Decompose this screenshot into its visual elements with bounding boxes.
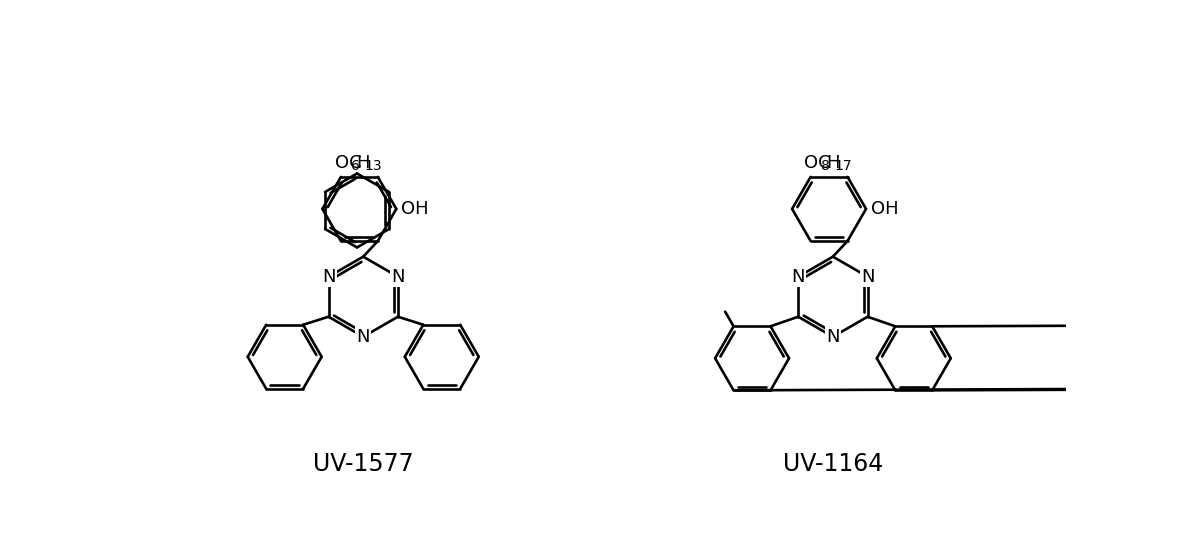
Text: H: H xyxy=(356,154,371,172)
Text: N: N xyxy=(391,268,405,286)
Text: 17: 17 xyxy=(834,159,852,173)
Text: N: N xyxy=(356,328,369,346)
Text: N: N xyxy=(322,268,335,286)
Text: 6: 6 xyxy=(350,159,360,173)
Text: 13: 13 xyxy=(365,159,383,173)
Text: OH: OH xyxy=(402,200,429,218)
Text: UV-1577: UV-1577 xyxy=(312,452,413,476)
Text: H: H xyxy=(827,154,840,172)
Text: 8: 8 xyxy=(821,159,829,173)
Text: OC: OC xyxy=(804,154,832,172)
Text: OH: OH xyxy=(871,200,898,218)
Text: OC: OC xyxy=(335,154,361,172)
Text: N: N xyxy=(791,268,805,286)
Text: N: N xyxy=(861,268,874,286)
Text: N: N xyxy=(826,328,840,346)
Text: UV-1164: UV-1164 xyxy=(783,452,883,476)
